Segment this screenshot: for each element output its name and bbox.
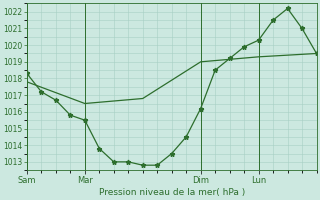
X-axis label: Pression niveau de la mer( hPa ): Pression niveau de la mer( hPa ) xyxy=(99,188,245,197)
